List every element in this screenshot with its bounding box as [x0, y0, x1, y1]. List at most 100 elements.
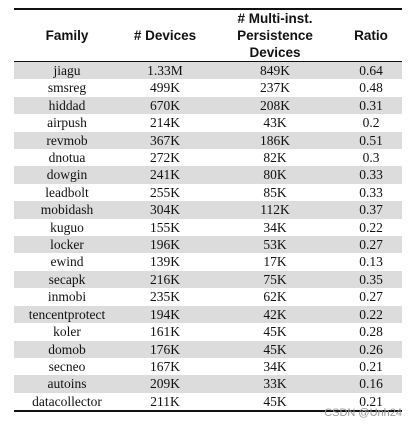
cell-ratio: 0.21	[340, 392, 402, 412]
table-row: airpush 214K 43K 0.2	[14, 114, 402, 132]
header-multi-inst-line1: # Multi-inst.	[237, 11, 313, 26]
watermark: CSDN @Unh24	[324, 407, 402, 419]
table-row: kuguo 155K 34K 0.22	[14, 218, 402, 237]
cell-devices: 272K	[120, 149, 210, 167]
table-row: autoins 209K 33K 0.16	[14, 375, 402, 393]
cell-multi-inst: 112K	[210, 201, 340, 219]
cell-devices: 155K	[120, 218, 210, 237]
cell-devices: 1.33M	[120, 61, 210, 80]
cell-ratio: 0.51	[340, 131, 402, 150]
header-row: Family # Devices # Multi-inst. Persisten…	[14, 9, 402, 62]
table-row: hiddad 670K 208K 0.31	[14, 96, 402, 115]
cell-ratio: 0.21	[340, 357, 402, 376]
cell-ratio: 0.33	[340, 166, 402, 184]
cell-family: autoins	[14, 375, 120, 393]
cell-family: smsreg	[14, 79, 120, 97]
table-row: domob 176K 45K 0.26	[14, 340, 402, 358]
cell-family: dowgin	[14, 166, 120, 184]
cell-family: ewind	[14, 253, 120, 271]
cell-devices: 367K	[120, 131, 210, 150]
cell-family: domob	[14, 340, 120, 358]
table-row: jiagu 1.33M 849K 0.64	[14, 61, 402, 80]
cell-devices: 176K	[120, 340, 210, 358]
table-row: koler 161K 45K 0.28	[14, 323, 402, 341]
table-row: inmobi 235K 62K 0.27	[14, 288, 402, 306]
cell-family: tencentprotect	[14, 305, 120, 324]
cell-ratio: 0.22	[340, 218, 402, 237]
cell-family: mobidash	[14, 201, 120, 219]
table-row: datacollector 211K 45K 0.21	[14, 392, 402, 412]
cell-devices: 161K	[120, 323, 210, 341]
cell-family: inmobi	[14, 288, 120, 306]
cell-family: airpush	[14, 114, 120, 132]
cell-family: locker	[14, 236, 120, 254]
table-header: Family # Devices # Multi-inst. Persisten…	[14, 9, 402, 62]
cell-ratio: 0.22	[340, 305, 402, 324]
cell-family: datacollector	[14, 392, 120, 412]
table-row: mobidash 304K 112K 0.37	[14, 201, 402, 219]
cell-ratio: 0.27	[340, 236, 402, 254]
cell-multi-inst: 82K	[210, 149, 340, 167]
cell-ratio: 0.26	[340, 340, 402, 358]
cell-ratio: 0.2	[340, 114, 402, 132]
cell-multi-inst: 43K	[210, 114, 340, 132]
cell-devices: 194K	[120, 305, 210, 324]
cell-family: secapk	[14, 270, 120, 289]
table-row: locker 196K 53K 0.27	[14, 236, 402, 254]
cell-family: koler	[14, 323, 120, 341]
cell-devices: 304K	[120, 201, 210, 219]
cell-devices: 167K	[120, 357, 210, 376]
cell-multi-inst: 45K	[210, 323, 340, 341]
cell-ratio: 0.48	[340, 79, 402, 97]
table-row: leadbolt 255K 85K 0.33	[14, 183, 402, 202]
cell-devices: 214K	[120, 114, 210, 132]
table-row: tencentprotect 194K 42K 0.22	[14, 305, 402, 324]
cell-devices: 139K	[120, 253, 210, 271]
cell-family: leadbolt	[14, 183, 120, 202]
cell-ratio: 0.3	[340, 149, 402, 167]
cell-multi-inst: 34K	[210, 357, 340, 376]
cell-family: kuguo	[14, 218, 120, 237]
table-row: dnotua 272K 82K 0.3	[14, 149, 402, 167]
cell-family: secneo	[14, 357, 120, 376]
cell-ratio: 0.28	[340, 323, 402, 341]
cell-multi-inst: 17K	[210, 253, 340, 271]
header-family: Family	[45, 28, 89, 43]
cell-ratio: 0.35	[340, 270, 402, 289]
cell-devices: 241K	[120, 166, 210, 184]
table-body: jiagu 1.33M 849K 0.64 smsreg 499K 237K 0.48 hidd…	[14, 61, 402, 412]
cell-ratio: 0.27	[340, 288, 402, 306]
cell-multi-inst: 45K	[210, 392, 340, 412]
cell-devices: 235K	[120, 288, 210, 306]
cell-ratio: 0.31	[340, 96, 402, 115]
cell-ratio: 0.16	[340, 375, 402, 393]
header-multi-inst-line2: Persistence Devices	[237, 28, 313, 60]
cell-multi-inst: 33K	[210, 375, 340, 393]
cell-family: jiagu	[14, 61, 120, 80]
cell-family: revmob	[14, 131, 120, 150]
cell-multi-inst: 80K	[210, 166, 340, 184]
table-row: revmob 367K 186K 0.51	[14, 131, 402, 150]
cell-devices: 196K	[120, 236, 210, 254]
cell-ratio: 0.64	[340, 61, 402, 80]
cell-multi-inst: 62K	[210, 288, 340, 306]
table-row: smsreg 499K 237K 0.48	[14, 79, 402, 97]
malware-family-table: Family # Devices # Multi-inst. Persisten…	[14, 8, 402, 412]
header-devices: # Devices	[133, 28, 197, 43]
cell-multi-inst: 186K	[210, 131, 340, 150]
cell-devices: 209K	[120, 375, 210, 393]
header-ratio: Ratio	[354, 28, 388, 43]
cell-multi-inst: 75K	[210, 270, 340, 289]
cell-multi-inst: 53K	[210, 236, 340, 254]
cell-devices: 211K	[120, 392, 210, 412]
cell-devices: 255K	[120, 183, 210, 202]
table-container: Family # Devices # Multi-inst. Persisten…	[14, 8, 402, 412]
cell-multi-inst: 208K	[210, 96, 340, 115]
table-row: dowgin 241K 80K 0.33	[14, 166, 402, 184]
cell-multi-inst: 85K	[210, 183, 340, 202]
cell-multi-inst: 237K	[210, 79, 340, 97]
cell-family: dnotua	[14, 149, 120, 167]
cell-multi-inst: 34K	[210, 218, 340, 237]
table-row: secneo 167K 34K 0.21	[14, 357, 402, 376]
table-row: secapk 216K 75K 0.35	[14, 270, 402, 289]
